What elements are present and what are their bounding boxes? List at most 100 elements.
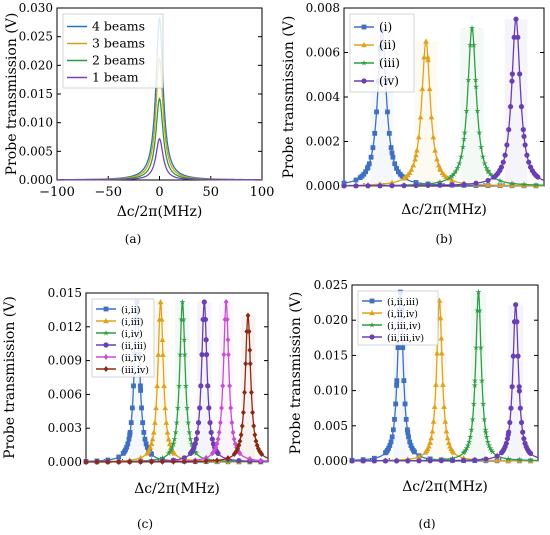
data-point bbox=[412, 449, 417, 455]
data-point bbox=[487, 444, 494, 451]
data-point bbox=[139, 405, 144, 411]
data-point bbox=[467, 41, 474, 48]
data-point bbox=[160, 351, 166, 357]
data-point bbox=[472, 76, 479, 83]
data-point bbox=[472, 457, 478, 463]
data-point bbox=[223, 299, 229, 306]
data-point bbox=[203, 458, 209, 465]
data-point bbox=[432, 147, 438, 153]
data-point bbox=[527, 450, 533, 456]
data-point bbox=[423, 38, 429, 44]
data-point bbox=[149, 436, 156, 442]
legend: (i,ii)(i,iii)(i,iv)(ii,iii)(ii,iv)(iii,i… bbox=[91, 298, 155, 378]
legend: (i) (ii) (iii) (iv) bbox=[349, 13, 415, 93]
y-tick-label: 0.004 bbox=[306, 90, 341, 104]
data-point bbox=[517, 71, 523, 77]
data-point bbox=[215, 436, 221, 443]
y-tick-label: 0.000 bbox=[48, 455, 82, 469]
data-point bbox=[504, 436, 511, 442]
data-point bbox=[372, 130, 378, 136]
data-point bbox=[212, 446, 218, 453]
legend-label: 2 beams bbox=[92, 53, 145, 68]
data-point bbox=[116, 458, 122, 465]
data-point bbox=[124, 444, 130, 450]
chart-panel-1: 0.000 0.005 0.010 0.015 0.020 0.025 0.030 −100 −… bbox=[4, 1, 274, 246]
data-point bbox=[154, 382, 160, 389]
data-point bbox=[214, 440, 220, 447]
data-point bbox=[401, 378, 407, 384]
data-point bbox=[507, 419, 513, 426]
y-tick-label: 0.010 bbox=[314, 384, 348, 398]
data-point bbox=[480, 400, 487, 407]
data-point bbox=[510, 353, 516, 359]
data-point bbox=[484, 438, 491, 445]
data-point bbox=[483, 456, 489, 462]
panel-caption: (d) bbox=[418, 517, 435, 531]
data-point bbox=[505, 455, 512, 462]
data-point bbox=[247, 347, 253, 354]
data-point bbox=[527, 457, 534, 463]
data-point bbox=[228, 404, 234, 411]
panel-caption: (c) bbox=[137, 517, 153, 531]
data-point bbox=[393, 401, 399, 407]
legend-label: (i,iv) bbox=[121, 329, 143, 340]
data-point bbox=[137, 383, 143, 389]
data-point bbox=[518, 104, 525, 110]
data-point bbox=[509, 182, 515, 188]
data-point bbox=[103, 342, 109, 348]
data-point bbox=[387, 443, 393, 448]
data-point bbox=[470, 400, 477, 407]
data-point bbox=[198, 383, 204, 389]
data-point bbox=[138, 458, 143, 465]
data-point bbox=[175, 382, 183, 389]
peak-shade bbox=[460, 28, 484, 187]
y-tick-label: 0.025 bbox=[314, 278, 348, 292]
data-point bbox=[353, 183, 359, 189]
data-point bbox=[389, 434, 395, 440]
y-tick-label: 0.002 bbox=[306, 135, 340, 149]
data-point bbox=[149, 458, 154, 465]
data-point bbox=[507, 104, 514, 110]
data-point bbox=[435, 162, 442, 168]
data-point bbox=[392, 417, 397, 422]
data-point bbox=[179, 298, 186, 305]
data-point bbox=[377, 183, 383, 189]
data-point bbox=[456, 160, 463, 167]
data-point bbox=[502, 152, 508, 158]
data-point bbox=[230, 429, 236, 436]
y-tick-label: 0.010 bbox=[19, 116, 53, 130]
peak-shade bbox=[414, 41, 438, 186]
data-point bbox=[430, 418, 437, 424]
data-point bbox=[410, 162, 417, 168]
data-point bbox=[416, 458, 422, 464]
legend: (i,ii,iii)(i,ii,iv)(i,iii,iv)(ii,iii,iv) bbox=[357, 290, 439, 346]
data-point bbox=[474, 307, 481, 314]
data-point bbox=[467, 433, 474, 440]
legend-label: (i,ii) bbox=[121, 305, 141, 316]
data-point bbox=[252, 431, 258, 438]
data-point bbox=[183, 404, 191, 411]
legend-label: (i,ii,iv) bbox=[387, 309, 418, 320]
data-point bbox=[128, 420, 134, 426]
data-point bbox=[226, 351, 231, 358]
peak-shade bbox=[504, 19, 528, 186]
data-point bbox=[386, 445, 392, 451]
data-point bbox=[468, 24, 476, 31]
data-point bbox=[430, 134, 437, 140]
data-point bbox=[511, 34, 517, 40]
y-axis-label: Probe transmission (V) bbox=[4, 13, 20, 176]
data-point bbox=[127, 432, 133, 438]
data-point bbox=[516, 388, 523, 394]
data-point bbox=[459, 143, 467, 150]
data-point bbox=[164, 429, 171, 435]
data-point bbox=[365, 183, 371, 189]
data-point bbox=[516, 456, 523, 463]
x-tick-label: 50 bbox=[202, 185, 219, 200]
data-point bbox=[361, 24, 367, 30]
data-point bbox=[408, 443, 414, 448]
data-point bbox=[429, 428, 436, 434]
data-point bbox=[506, 127, 512, 133]
series bbox=[340, 24, 545, 189]
data-point bbox=[481, 416, 488, 423]
